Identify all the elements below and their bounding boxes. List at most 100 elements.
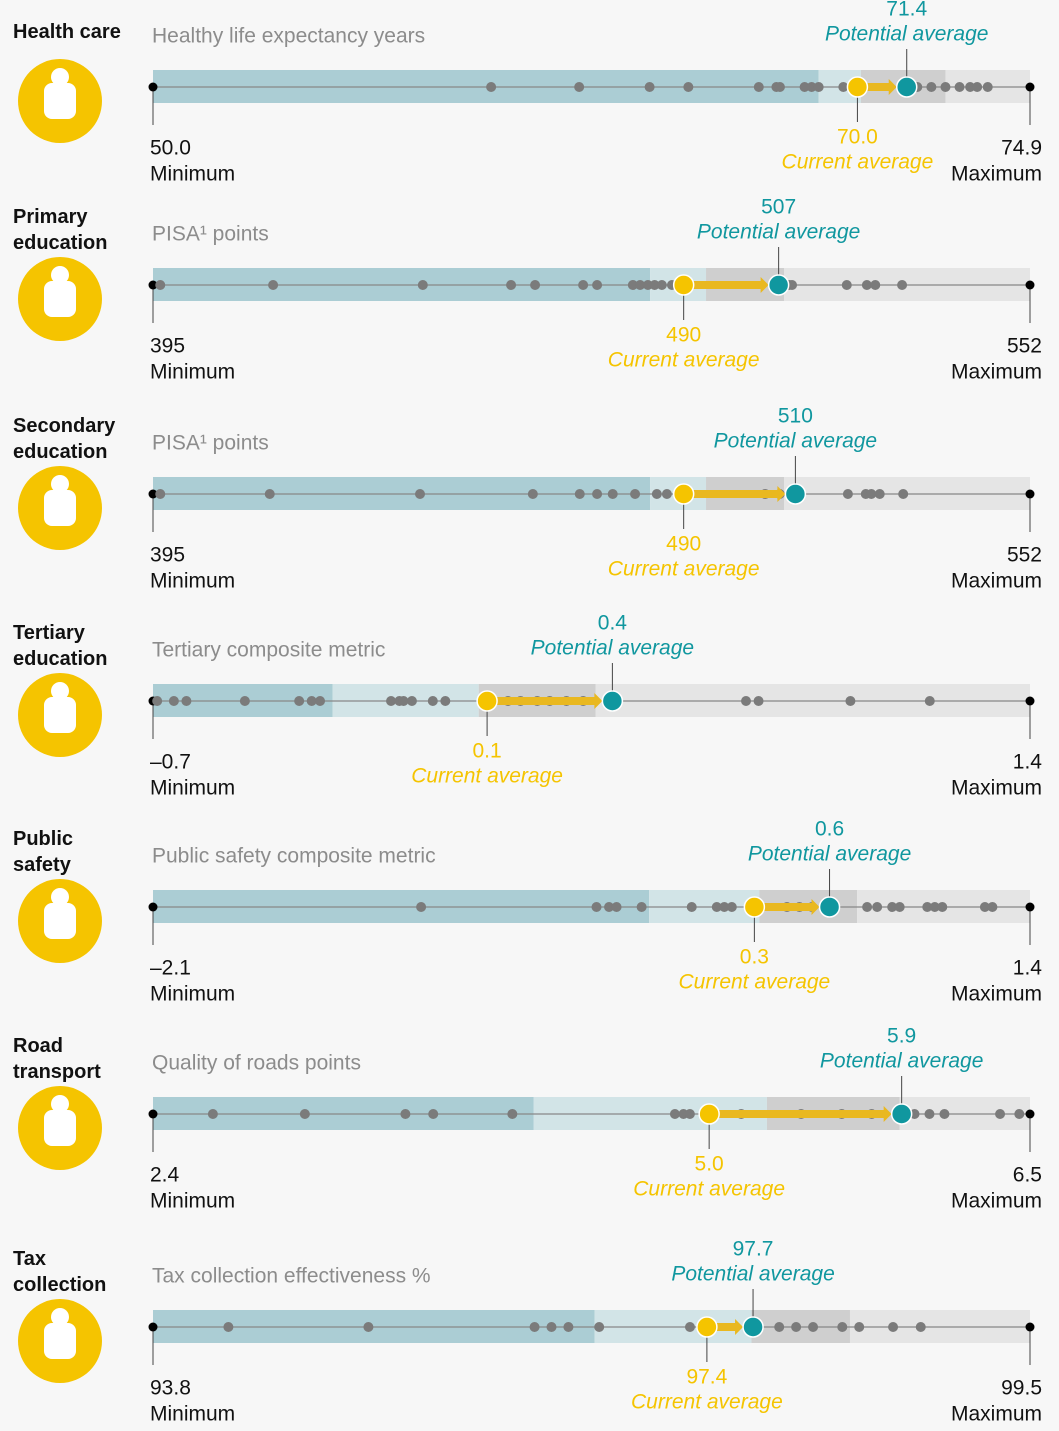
data-dot: [995, 1109, 1006, 1119]
minimum-label: Minimum: [150, 163, 235, 186]
icon-glyph: [44, 490, 76, 526]
tick-label: 6.5: [1013, 1164, 1042, 1187]
data-dot: [924, 1109, 935, 1119]
data-dot: [753, 696, 764, 706]
data-dot: [661, 489, 672, 499]
axis-end: [148, 902, 158, 912]
data-dot: [888, 1322, 899, 1332]
data-dot: [398, 696, 409, 706]
potential-value: 0.4: [598, 612, 628, 635]
data-dot: [223, 1322, 234, 1332]
tick-label: 395: [150, 544, 185, 567]
potential-value: 97.7: [733, 1238, 774, 1261]
icon-glyph: [51, 68, 69, 86]
tick-label: 395: [150, 335, 185, 358]
axis-end: [1025, 489, 1035, 499]
potential-label: Potential average: [820, 1050, 983, 1073]
data-dot: [924, 696, 935, 706]
data-dot: [808, 1322, 819, 1332]
data-dot: [315, 696, 326, 706]
data-dot: [299, 1109, 310, 1119]
current-label: Current average: [608, 349, 760, 372]
arrow: [691, 486, 786, 502]
data-dot: [866, 489, 877, 499]
current-dot: [672, 483, 695, 505]
tick-label: –2.1: [150, 957, 191, 980]
axis-end: [148, 1322, 158, 1332]
data-dot: [813, 82, 824, 92]
icon-glyph: [44, 83, 76, 119]
minimum-label: Minimum: [150, 361, 235, 384]
data-dot: [386, 696, 397, 706]
data-dot: [406, 696, 417, 706]
data-dot: [979, 902, 990, 912]
data-dot: [897, 280, 908, 290]
current-value: 0.3: [740, 946, 769, 969]
data-dot: [774, 82, 785, 92]
minimum-label: Minimum: [150, 777, 235, 800]
data-dot: [592, 280, 603, 290]
data-dot: [684, 1109, 695, 1119]
potential-dot: [767, 274, 790, 296]
data-dot: [791, 1322, 802, 1332]
tick-label: 2.4: [150, 1164, 180, 1187]
axis-end: [1025, 1109, 1035, 1119]
arrow: [717, 1106, 892, 1122]
data-dot: [306, 696, 317, 706]
icon-glyph: [51, 682, 69, 700]
data-dot: [527, 489, 538, 499]
data-dot: [294, 696, 305, 706]
maximum-label: Maximum: [951, 163, 1042, 186]
current-dot: [476, 690, 498, 712]
data-dot: [841, 280, 852, 290]
current-label: Current average: [782, 151, 934, 174]
maximum-label: Maximum: [951, 1403, 1042, 1426]
data-dot: [719, 902, 730, 912]
tick-label: 1.4: [1013, 751, 1043, 774]
data-dot: [400, 1109, 411, 1119]
data-dot: [926, 82, 937, 92]
data-dot: [363, 1322, 374, 1332]
data-dot: [965, 82, 976, 92]
data-dot: [954, 82, 965, 92]
category-label: Road transport: [13, 1035, 101, 1083]
data-dot: [627, 280, 638, 290]
potential-label: Potential average: [697, 221, 860, 244]
data-dot: [181, 696, 192, 706]
current-value: 490: [666, 324, 701, 347]
axis-end: [148, 489, 158, 499]
data-dot: [894, 902, 905, 912]
data-dot: [264, 489, 275, 499]
tick-label: 74.9: [1001, 137, 1042, 160]
current-dot: [672, 274, 695, 296]
data-dot: [799, 82, 810, 92]
data-dot: [753, 82, 764, 92]
data-dot: [987, 902, 998, 912]
data-dot: [506, 280, 517, 290]
data-dot: [415, 489, 426, 499]
current-label: Current average: [631, 1391, 783, 1414]
data-dot: [872, 902, 883, 912]
maximum-label: Maximum: [951, 777, 1042, 800]
data-dot: [842, 489, 853, 499]
data-dot: [862, 902, 873, 912]
axis-end: [148, 280, 158, 290]
potential-label: Potential average: [825, 23, 988, 46]
icon-glyph: [44, 903, 76, 939]
tick-label: 552: [1007, 544, 1042, 567]
axis-end: [1025, 1322, 1035, 1332]
data-dot: [155, 489, 166, 499]
current-value: 5.0: [695, 1153, 724, 1176]
data-dot: [937, 902, 948, 912]
data-dot: [806, 82, 817, 92]
data-dot: [574, 82, 585, 92]
potential-value: 0.6: [815, 818, 844, 841]
potential-value: 510: [778, 405, 813, 428]
data-dot: [611, 902, 622, 912]
data-dot: [155, 280, 166, 290]
data-dot: [774, 1322, 785, 1332]
data-dot: [982, 82, 993, 92]
maximum-label: Maximum: [951, 983, 1042, 1006]
data-dot: [870, 280, 881, 290]
current-label: Current average: [411, 765, 563, 788]
